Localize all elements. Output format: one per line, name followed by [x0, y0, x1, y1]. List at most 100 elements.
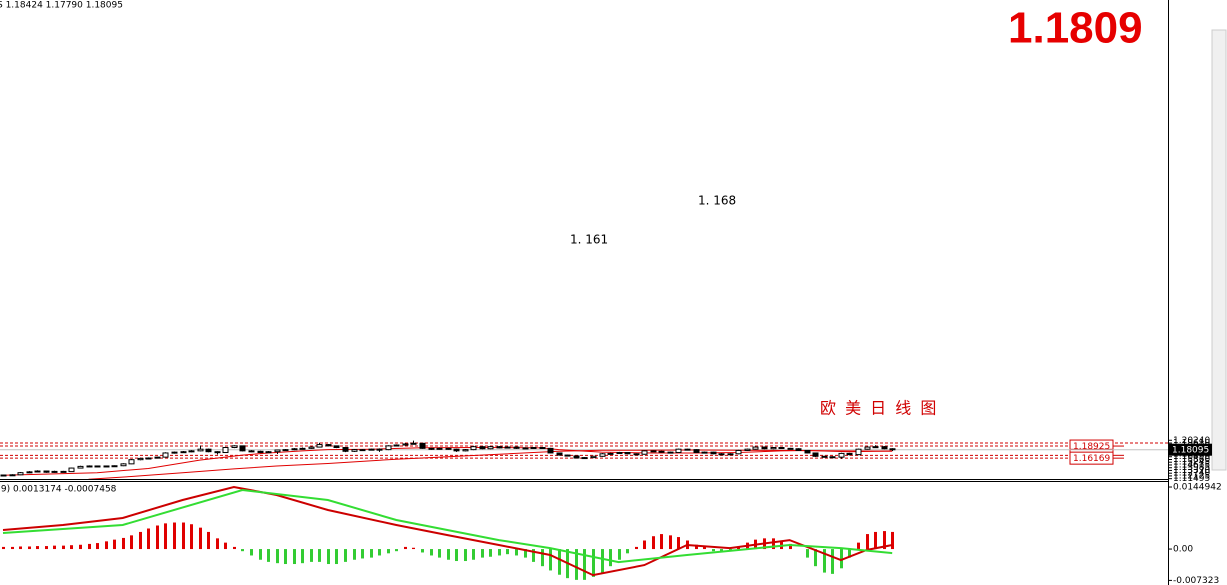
- y-tick-label: 1.12125: [1173, 471, 1210, 481]
- candle-body: [359, 449, 366, 452]
- last-price-label: 1.18095: [1172, 446, 1209, 456]
- level-label: 1.16169: [1073, 454, 1110, 464]
- macd-line: [2, 485, 893, 577]
- candle-body: [590, 455, 597, 459]
- low-annotation: 1. 168: [698, 194, 736, 208]
- macd-plot: [2, 485, 894, 580]
- candle-body: [222, 447, 229, 454]
- candle-body: [752, 446, 759, 450]
- y-tick-label: 1.13370: [1173, 466, 1210, 476]
- candle-body: [0, 474, 7, 477]
- candle-body: [556, 452, 563, 456]
- candle-body: [154, 456, 161, 459]
- candle-body: [34, 470, 41, 473]
- y-tick-label: 0.0144942: [1173, 483, 1222, 493]
- candle-body: [26, 471, 33, 474]
- candle-body: [231, 445, 238, 449]
- candle-body: [881, 446, 888, 450]
- candle-body: [248, 450, 255, 453]
- candle-body: [530, 447, 537, 450]
- candle-body: [376, 448, 383, 451]
- last-price-box: [1169, 443, 1212, 456]
- candle-body: [616, 452, 623, 455]
- candle-body: [308, 446, 315, 449]
- candle-body: [77, 465, 84, 469]
- y-tick-label: -0.007323: [1173, 576, 1219, 585]
- candle-body: [770, 447, 777, 450]
- y-tick-label: 0.00: [1173, 545, 1193, 555]
- candle-body: [504, 446, 511, 449]
- candle-body: [145, 457, 152, 460]
- y-tick-label: 1.11495: [1173, 474, 1210, 484]
- candle-body: [761, 446, 768, 450]
- candle-body: [693, 449, 700, 454]
- candle-body: [462, 449, 469, 452]
- low-annotation: 1. 161: [570, 233, 608, 247]
- candle-body: [393, 444, 400, 447]
- candle-body: [171, 451, 178, 454]
- candle-body: [564, 454, 571, 457]
- candle-body: [641, 450, 648, 455]
- y-tick-label: 1.13985: [1173, 463, 1210, 473]
- candle-body: [496, 446, 503, 449]
- candle-body: [86, 465, 93, 468]
- candle-body: [804, 449, 811, 454]
- y-tick-label: 1.12740: [1173, 469, 1210, 479]
- candle-body: [265, 451, 272, 454]
- y-tick-label: 1.19610: [1173, 439, 1210, 449]
- candle-body: [821, 455, 828, 458]
- candle-body: [787, 447, 794, 450]
- candle-body: [180, 451, 187, 454]
- candle-body: [291, 448, 298, 451]
- y-tick-label: 1.15245: [1173, 458, 1210, 468]
- candle-body: [744, 448, 751, 451]
- candle-body: [205, 448, 212, 453]
- level-label-box: [1069, 451, 1114, 465]
- candle-body: [778, 447, 785, 450]
- candle-body: [111, 465, 118, 468]
- candle-body: [573, 455, 580, 459]
- level-label: 1.18925: [1073, 442, 1110, 452]
- candle-body: [855, 448, 862, 456]
- candle-body: [188, 450, 195, 453]
- candle-body: [68, 467, 75, 473]
- chart-caption: 欧 美 日 线 图: [820, 399, 938, 418]
- y-tick-label: 1.16490: [1173, 452, 1210, 462]
- candle-body: [436, 447, 443, 450]
- y-tick-label: 1.15860: [1173, 455, 1210, 465]
- candle-body: [701, 451, 708, 454]
- candle-body: [43, 470, 50, 473]
- candle-body: [239, 445, 246, 452]
- candle-body: [487, 446, 494, 450]
- candle-body: [342, 447, 349, 452]
- candle-body: [197, 448, 204, 452]
- candle-body: [735, 449, 742, 455]
- candle-body: [607, 452, 614, 455]
- candle-body: [120, 463, 127, 467]
- candle-body: [162, 452, 169, 458]
- scrollbar[interactable]: [1211, 29, 1227, 471]
- candle-body: [333, 445, 340, 449]
- candle-body: [684, 448, 691, 451]
- candle-body: [51, 470, 58, 473]
- candle-body: [351, 449, 358, 452]
- candle-body: [889, 448, 896, 451]
- candle-body: [624, 452, 631, 455]
- candle-body: [547, 447, 554, 454]
- candle-body: [257, 450, 264, 454]
- candle-body: [419, 442, 426, 449]
- candle-body: [650, 450, 657, 453]
- candle-body: [718, 453, 725, 456]
- candle-body: [513, 446, 520, 449]
- candle-body: [812, 452, 819, 457]
- candle-body: [128, 459, 135, 465]
- candle-body: [599, 453, 606, 457]
- candle-body: [214, 451, 221, 454]
- candle-body: [385, 445, 392, 451]
- candle-body: [274, 449, 281, 453]
- candle-body: [846, 452, 853, 456]
- candle-body: [710, 451, 717, 455]
